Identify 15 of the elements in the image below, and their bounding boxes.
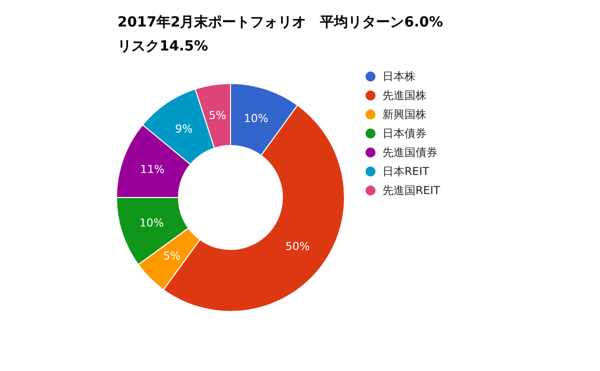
legend-label: 日本債券	[382, 127, 426, 140]
data-label: 11%	[140, 162, 165, 176]
legend-label: 先進国REIT	[382, 184, 440, 197]
legend-label: 日本REIT	[382, 165, 430, 178]
legend-label: 日本株	[382, 70, 416, 83]
legend-label: 新興国株	[382, 108, 426, 121]
legend-label: 先進国債券	[382, 146, 438, 159]
data-label: 5%	[163, 250, 181, 263]
chart-title: 2017年2月末ポートフォリオ 平均リターン6.0% リスク14.5%	[118, 14, 444, 54]
legend-label: 先進国株	[382, 89, 426, 102]
data-label: 9%	[175, 122, 193, 136]
data-label: 10%	[244, 112, 268, 126]
data-label: 50%	[285, 240, 310, 253]
data-label: 10%	[139, 216, 164, 230]
data-label: 5%	[208, 109, 226, 122]
